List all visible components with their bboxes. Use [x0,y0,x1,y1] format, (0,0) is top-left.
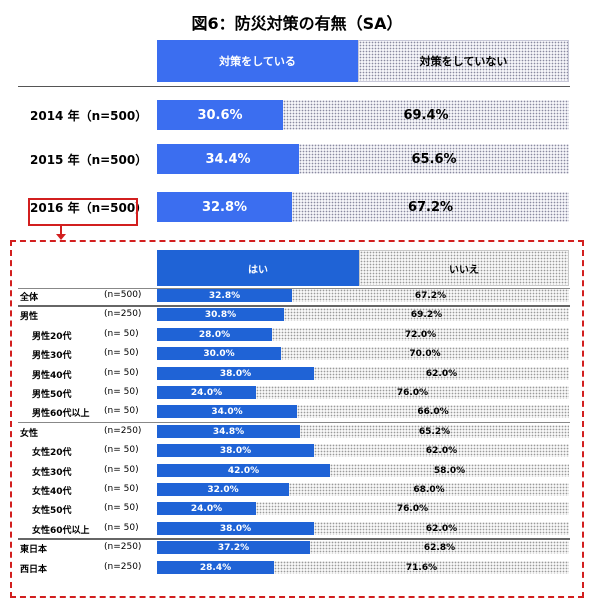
row-n: (n=250) [104,309,142,319]
row-label: 女性60代以上 [32,526,90,536]
row-label: 女性20代 [32,448,72,458]
group-separator [18,422,570,423]
bar-yes: 38.0% [157,367,314,380]
row-n: (n= 50) [104,523,139,533]
row-n: (n=250) [104,562,142,572]
detail-panel [10,240,584,598]
bar-yes: 28.0% [157,328,272,341]
bar-no: 67.2% [292,192,569,222]
year-label: 2015 年（n=500） [30,153,148,167]
bar-yes: 42.0% [157,464,330,477]
bar-no: 76.0% [256,502,569,515]
row-n: (n=250) [104,542,142,552]
header-no: 対策をしていない [358,40,569,82]
bar-yes: 32.8% [157,192,292,222]
bar-no: 67.2% [292,289,569,302]
header-rule [18,86,570,87]
bar-no: 70.0% [281,347,569,360]
group-separator [18,538,570,540]
row-n: (n= 50) [104,445,139,455]
row-label: 男性20代 [32,332,72,342]
bar-yes: 24.0% [157,386,256,399]
highlight-box-2016 [28,198,138,226]
highlight-arrowhead [56,234,66,240]
row-n: (n= 50) [104,329,139,339]
row-label: 西日本 [20,565,48,575]
bar-no: 62.0% [314,522,569,535]
detail-header-no: いいえ [359,250,569,286]
row-label: 女性50代 [32,506,72,516]
group-separator [18,288,570,289]
bar-yes: 34.8% [157,425,300,438]
bar-no: 66.0% [297,405,569,418]
row-n: (n= 50) [104,368,139,378]
bar-yes: 32.0% [157,483,289,496]
highlight-arrow [60,226,62,236]
bar-no: 65.6% [299,144,569,174]
row-label: 女性40代 [32,487,72,497]
row-label: 女性30代 [32,468,72,478]
group-separator [18,305,570,307]
bar-yes: 38.0% [157,444,314,457]
row-label: 女性 [20,429,39,439]
bar-no: 58.0% [330,464,569,477]
year-label: 2014 年（n=500） [30,109,148,123]
row-n: (n=250) [104,426,142,436]
row-n: (n= 50) [104,387,139,397]
detail-header-yes: はい [157,250,359,286]
bar-no: 69.2% [284,308,569,321]
bar-yes: 38.0% [157,522,314,535]
bar-no: 62.8% [310,541,569,554]
row-n: (n= 50) [104,465,139,475]
bar-no: 62.0% [314,444,569,457]
row-n: (n=500) [104,290,142,300]
bar-no: 65.2% [300,425,569,438]
row-label: 男性30代 [32,351,72,361]
row-label: 男性 [20,312,39,322]
bar-yes: 34.4% [157,144,299,174]
year-label: 2016 年（n=500） [30,201,148,215]
bar-no: 76.0% [256,386,569,399]
bar-yes: 24.0% [157,502,256,515]
row-label: 男性40代 [32,371,72,381]
bar-yes: 32.8% [157,289,292,302]
bar-yes: 30.6% [157,100,283,130]
bar-no: 69.4% [283,100,569,130]
row-label: 全体 [20,293,39,303]
bar-no: 71.6% [274,561,569,574]
header-yes: 対策をしている [157,40,358,82]
bar-yes: 34.0% [157,405,297,418]
row-label: 男性50代 [32,390,72,400]
bar-yes: 30.0% [157,347,281,360]
bar-yes: 37.2% [157,541,310,554]
row-n: (n= 50) [104,406,139,416]
bar-yes: 28.4% [157,561,274,574]
row-label: 男性60代以上 [32,409,90,419]
row-label: 東日本 [20,545,48,555]
row-n: (n= 50) [104,484,139,494]
bar-no: 68.0% [289,483,569,496]
row-n: (n= 50) [104,348,139,358]
row-n: (n= 50) [104,503,139,513]
bar-no: 62.0% [314,367,569,380]
chart-title: 図6：防災対策の有無（SA） [191,14,403,33]
bar-no: 72.0% [272,328,569,341]
bar-yes: 30.8% [157,308,284,321]
